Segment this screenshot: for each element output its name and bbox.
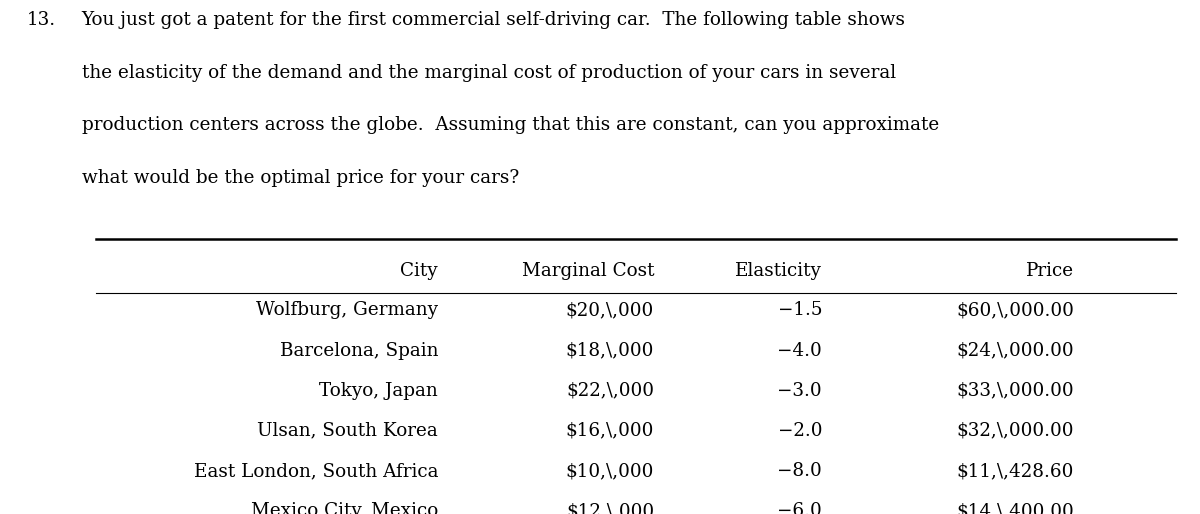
Text: $32,\,000.00: $32,\,000.00	[956, 422, 1074, 440]
Text: −8.0: −8.0	[778, 462, 822, 480]
Text: $11,\,428.60: $11,\,428.60	[956, 462, 1074, 480]
Text: the elasticity of the demand and the marginal cost of production of your cars in: the elasticity of the demand and the mar…	[82, 64, 895, 82]
Text: what would be the optimal price for your cars?: what would be the optimal price for your…	[82, 169, 518, 187]
Text: −3.0: −3.0	[778, 382, 822, 400]
Text: Mexico City, Mexico: Mexico City, Mexico	[251, 502, 438, 514]
Text: Price: Price	[1026, 262, 1074, 280]
Text: Wolfburg, Germany: Wolfburg, Germany	[256, 301, 438, 319]
Text: 13.: 13.	[26, 11, 55, 29]
Text: −1.5: −1.5	[778, 301, 822, 319]
Text: Tokyo, Japan: Tokyo, Japan	[319, 382, 438, 400]
Text: $10,\,000: $10,\,000	[565, 462, 654, 480]
Text: $16,\,000: $16,\,000	[565, 422, 654, 440]
Text: Marginal Cost: Marginal Cost	[522, 262, 654, 280]
Text: $20,\,000: $20,\,000	[565, 301, 654, 319]
Text: $18,\,000: $18,\,000	[565, 342, 654, 360]
Text: East London, South Africa: East London, South Africa	[193, 462, 438, 480]
Text: −6.0: −6.0	[778, 502, 822, 514]
Text: Ulsan, South Korea: Ulsan, South Korea	[257, 422, 438, 440]
Text: −4.0: −4.0	[778, 342, 822, 360]
Text: $60,\,000.00: $60,\,000.00	[956, 301, 1074, 319]
Text: $22,\,000: $22,\,000	[566, 382, 654, 400]
Text: City: City	[401, 262, 438, 280]
Text: $14,\,400.00: $14,\,400.00	[956, 502, 1074, 514]
Text: $12,\,000: $12,\,000	[566, 502, 654, 514]
Text: $24,\,000.00: $24,\,000.00	[956, 342, 1074, 360]
Text: Elasticity: Elasticity	[736, 262, 822, 280]
Text: −2.0: −2.0	[778, 422, 822, 440]
Text: Barcelona, Spain: Barcelona, Spain	[280, 342, 438, 360]
Text: $33,\,000.00: $33,\,000.00	[956, 382, 1074, 400]
Text: You just got a patent for the first commercial self-driving car.  The following : You just got a patent for the first comm…	[82, 11, 906, 29]
Text: production centers across the globe.  Assuming that this are constant, can you a: production centers across the globe. Ass…	[82, 116, 938, 134]
